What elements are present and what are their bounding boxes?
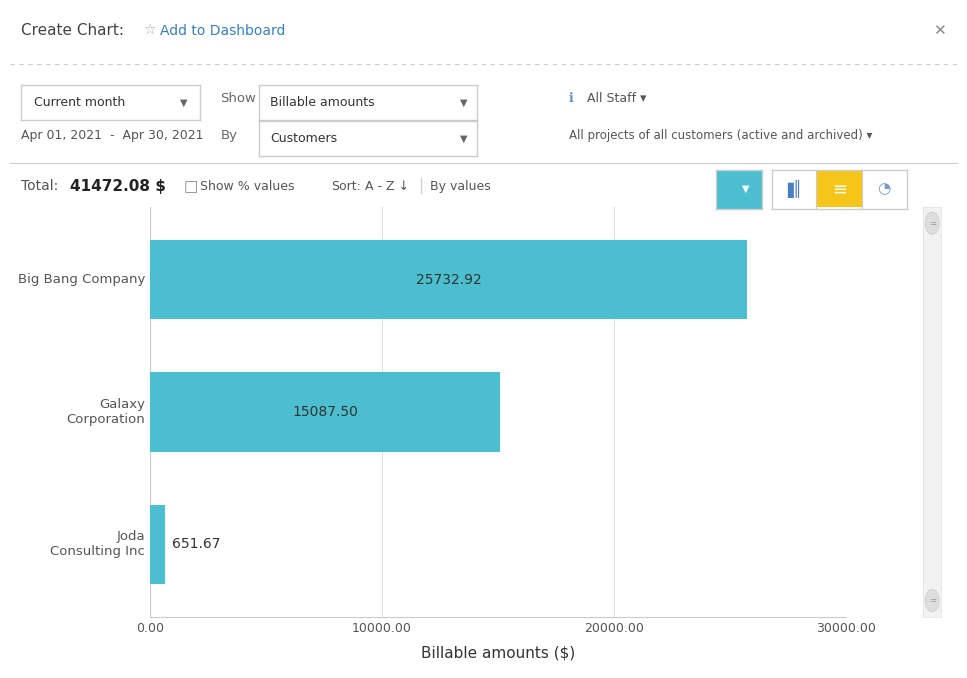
Text: |: |: [418, 178, 423, 195]
Bar: [150, 504, 165, 584]
Text: 15087.50: 15087.50: [292, 405, 358, 419]
Text: ▼: ▼: [742, 184, 749, 194]
Text: Add to Dashboard: Add to Dashboard: [160, 24, 285, 37]
Bar: [150, 372, 500, 452]
Text: A - Z ↓: A - Z ↓: [365, 180, 409, 193]
Text: ▼: ▼: [180, 98, 188, 107]
Text: Current month: Current month: [34, 96, 125, 109]
Text: ✕: ✕: [933, 23, 946, 38]
Text: ▼: ▼: [460, 134, 467, 143]
FancyBboxPatch shape: [816, 172, 863, 207]
Text: 25732.92: 25732.92: [416, 273, 482, 287]
Text: =: =: [928, 219, 936, 228]
Text: 651.67: 651.67: [171, 537, 220, 551]
Text: All Staff ▾: All Staff ▾: [583, 92, 647, 105]
Text: ℹ: ℹ: [569, 92, 573, 105]
Text: Billable amounts: Billable amounts: [270, 96, 374, 109]
Text: ▼: ▼: [460, 98, 467, 107]
Text: Show % values: Show % values: [200, 180, 295, 193]
Text: ◔: ◔: [877, 182, 891, 197]
Text: □: □: [184, 179, 198, 194]
Text: Create Chart:: Create Chart:: [21, 23, 125, 38]
Text: Sort:: Sort:: [331, 180, 361, 193]
Text: =: =: [928, 596, 936, 605]
Text: Apr 01, 2021  -  Apr 30, 2021: Apr 01, 2021 - Apr 30, 2021: [21, 129, 204, 142]
Text: Total:: Total:: [21, 180, 59, 193]
Text: ▐║: ▐║: [781, 180, 803, 198]
Bar: [150, 240, 747, 319]
Ellipse shape: [925, 589, 939, 612]
Text: ≡: ≡: [832, 180, 847, 198]
X-axis label: Billable amounts ($): Billable amounts ($): [421, 646, 575, 661]
Text: Customers: Customers: [270, 132, 337, 145]
Text: Show: Show: [220, 92, 256, 105]
Text: By values: By values: [430, 180, 491, 193]
Text: All projects of all customers (active and archived) ▾: All projects of all customers (active an…: [569, 129, 872, 142]
Ellipse shape: [925, 212, 939, 235]
Text: ☆: ☆: [143, 24, 156, 37]
Text: By: By: [220, 129, 238, 142]
Text: 41472.08 $: 41472.08 $: [70, 179, 165, 194]
